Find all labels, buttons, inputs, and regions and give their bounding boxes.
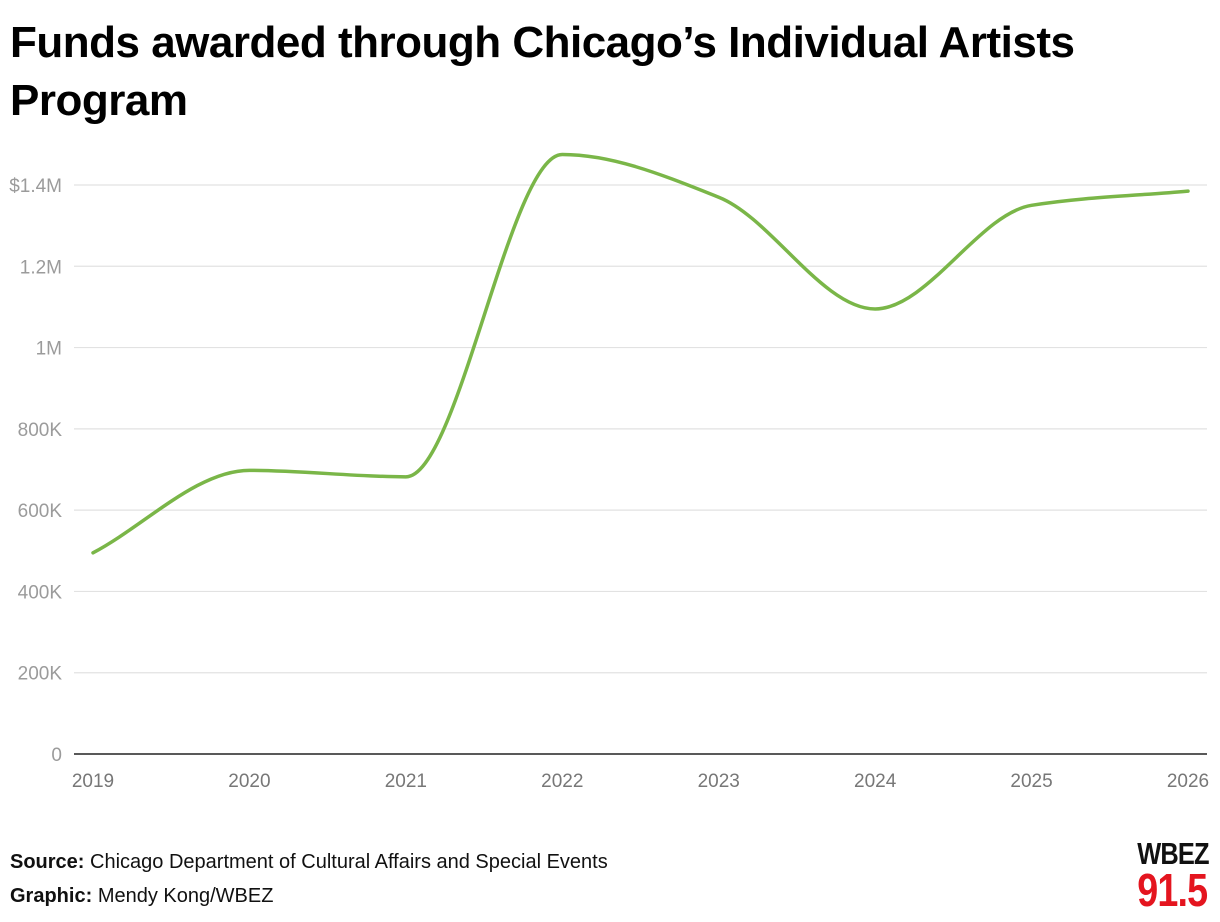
series-line: [91, 152, 1190, 555]
y-tick-label: 1.2M: [20, 257, 62, 278]
y-tick-label: 0: [51, 745, 62, 766]
logo-name: WBEZ: [1137, 836, 1209, 871]
graphic-label: Graphic:: [10, 885, 93, 907]
y-tick-label: 1M: [36, 339, 62, 360]
source-line: Source: Chicago Department of Cultural A…: [10, 851, 608, 874]
gridlines: [74, 184, 1207, 755]
x-axis-ticks: 2019 2020 2021 2022 2023 2024 2025 2026: [72, 771, 1209, 792]
x-tick-label: 2022: [541, 771, 583, 792]
graphic-credit-text: Mendy Kong/WBEZ: [97, 885, 274, 907]
x-tick-label: 2026: [1167, 771, 1209, 792]
x-tick-label: 2021: [385, 771, 427, 792]
x-tick-label: 2019: [72, 771, 114, 792]
series-group: [91, 152, 1190, 555]
wbez-logo: WBEZ 91.5: [1130, 838, 1210, 913]
x-tick-label: 2024: [854, 771, 897, 792]
y-tick-label: 800K: [18, 420, 63, 441]
x-tick-label: 2020: [228, 771, 270, 792]
y-tick-label: 200K: [18, 664, 63, 685]
graphic-credit-line: Graphic: Mendy Kong/WBEZ: [10, 885, 273, 908]
chart-title: Funds awarded through Chicago’s Individu…: [10, 18, 1075, 125]
source-text: Chicago Department of Cultural Affairs a…: [90, 851, 608, 873]
y-tick-label: 400K: [18, 582, 63, 603]
x-tick-label: 2023: [698, 771, 740, 792]
data-points: [92, 154, 1189, 553]
source-label: Source:: [10, 851, 85, 873]
y-tick-label: 600K: [18, 501, 63, 522]
logo-frequency: 91.5: [1137, 864, 1208, 916]
y-tick-label: $1.4M: [9, 176, 62, 197]
y-axis-ticks: 0 200K 400K 600K 800K 1M 1.2M $1.4M: [9, 176, 62, 766]
x-tick-label: 2025: [1010, 771, 1052, 792]
